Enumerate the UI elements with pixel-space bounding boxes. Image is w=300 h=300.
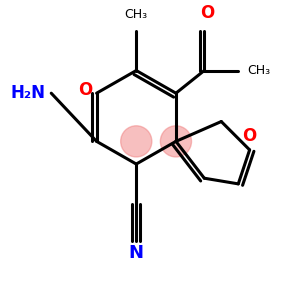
Text: CH₃: CH₃ (125, 8, 148, 21)
Text: CH₃: CH₃ (247, 64, 270, 77)
Text: H₂N: H₂N (11, 84, 46, 102)
Text: O: O (200, 4, 214, 22)
Circle shape (160, 126, 191, 157)
Text: O: O (242, 127, 257, 145)
Circle shape (121, 126, 152, 157)
Text: O: O (78, 81, 92, 99)
Text: N: N (129, 244, 144, 262)
